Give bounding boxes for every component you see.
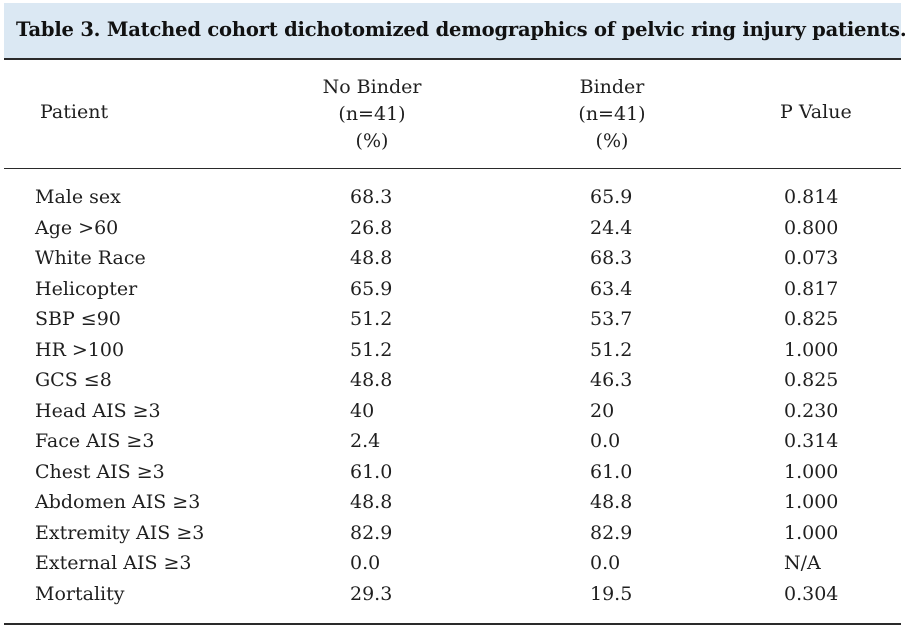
row-no-binder-value: 82.9 xyxy=(350,521,393,544)
row-no-binder-value: 68.3 xyxy=(350,186,393,208)
header-no-binder: No Binder (n=41) (%) xyxy=(282,74,462,155)
row-p-value: 0.314 xyxy=(784,430,839,452)
row-binder-value: 0.0 xyxy=(590,552,621,574)
row-label: GCS ≤8 xyxy=(35,369,112,391)
row-binder-value: 53.7 xyxy=(590,308,633,330)
table-row: HR >100 51.2 51.2 1.000 xyxy=(4,339,901,370)
row-binder-value: 65.9 xyxy=(590,186,633,208)
row-p-value: 0.814 xyxy=(784,186,839,208)
table-row: White Race 48.8 68.3 0.073 xyxy=(4,247,901,278)
header-p-value: P Value xyxy=(780,101,852,123)
row-binder-value: 48.8 xyxy=(590,491,633,513)
row-binder-value: 46.3 xyxy=(590,369,633,391)
row-binder-value: 0.0 xyxy=(590,430,621,452)
row-binder-value: 68.3 xyxy=(590,247,633,269)
row-label: Chest AIS ≥3 xyxy=(35,460,165,483)
row-p-value: 0.073 xyxy=(784,247,839,269)
row-label: Male sex xyxy=(35,186,121,208)
header-binder-line-2: (n=41) xyxy=(578,103,646,125)
row-p-value: 0.817 xyxy=(784,277,839,300)
row-binder-value: 82.9 xyxy=(590,521,633,544)
table-bottom-rule xyxy=(4,623,901,625)
row-binder-value: 51.2 xyxy=(590,338,633,361)
table-row: Abdomen AIS ≥3 48.8 48.8 1.000 xyxy=(4,491,901,522)
row-label: Extremity AIS ≥3 xyxy=(35,521,205,544)
table-title: Table 3. Matched cohort dichotomized dem… xyxy=(16,18,905,41)
row-no-binder-value: 2.4 xyxy=(350,430,381,452)
row-label: Mortality xyxy=(35,582,125,605)
table-row: GCS ≤8 48.8 46.3 0.825 xyxy=(4,369,901,400)
row-no-binder-value: 48.8 xyxy=(350,369,393,391)
row-p-value: 1.000 xyxy=(784,521,839,544)
row-label: Helicopter xyxy=(35,277,138,300)
header-binder-line-1: Binder xyxy=(579,76,645,98)
row-no-binder-value: 29.3 xyxy=(350,582,393,605)
row-no-binder-value: 48.8 xyxy=(350,247,393,269)
row-no-binder-value: 51.2 xyxy=(350,338,393,361)
demographics-table: Patient No Binder (n=41) (%) Binder (n=4… xyxy=(4,60,901,626)
table-row: Chest AIS ≥3 61.0 61.0 1.000 xyxy=(4,461,901,492)
row-binder-value: 61.0 xyxy=(590,460,633,483)
row-p-value: 0.230 xyxy=(784,399,839,422)
table-row: Face AIS ≥3 2.4 0.0 0.314 xyxy=(4,430,901,461)
header-no-binder-line-3: (%) xyxy=(355,130,389,152)
table-row: SBP ≤90 51.2 53.7 0.825 xyxy=(4,308,901,339)
table-caption-bar: Table 3. Matched cohort dichotomized dem… xyxy=(4,3,905,60)
row-label: External AIS ≥3 xyxy=(35,552,192,574)
row-label: Head AIS ≥3 xyxy=(35,399,161,422)
header-binder-line-3: (%) xyxy=(595,130,629,152)
row-no-binder-value: 61.0 xyxy=(350,460,393,483)
header-patient: Patient xyxy=(40,101,109,123)
row-p-value: 0.825 xyxy=(784,369,839,391)
table-row: Male sex 68.3 65.9 0.814 xyxy=(4,186,901,217)
table-row: Extremity AIS ≥3 82.9 82.9 1.000 xyxy=(4,522,901,553)
row-p-value: N/A xyxy=(784,552,821,574)
row-p-value: 0.800 xyxy=(784,216,839,239)
table-row: Age >60 26.8 24.4 0.800 xyxy=(4,217,901,248)
header-no-binder-line-1: No Binder xyxy=(322,76,422,98)
header-no-binder-line-2: (n=41) xyxy=(338,103,406,125)
row-label: White Race xyxy=(35,247,146,269)
row-no-binder-value: 65.9 xyxy=(350,277,393,300)
row-binder-value: 63.4 xyxy=(590,277,633,300)
row-label: Face AIS ≥3 xyxy=(35,430,155,452)
row-no-binder-value: 26.8 xyxy=(350,216,393,239)
row-label: HR >100 xyxy=(35,338,125,361)
row-binder-value: 20 xyxy=(590,399,615,422)
row-binder-value: 24.4 xyxy=(590,216,633,239)
row-no-binder-value: 51.2 xyxy=(350,308,393,330)
row-label: Abdomen AIS ≥3 xyxy=(35,491,201,513)
row-p-value: 1.000 xyxy=(784,338,839,361)
row-p-value: 1.000 xyxy=(784,460,839,483)
table-body: Male sex 68.3 65.9 0.814 Age >60 26.8 24.4 0.80… xyxy=(4,186,901,613)
table-row: External AIS ≥3 0.0 0.0 N/A xyxy=(4,552,901,583)
table-row: Head AIS ≥3 40 20 0.230 xyxy=(4,400,901,431)
table-header-row: Patient No Binder (n=41) (%) Binder (n=4… xyxy=(4,60,901,169)
row-label: SBP ≤90 xyxy=(35,308,121,330)
row-binder-value: 19.5 xyxy=(590,582,633,605)
row-label: Age >60 xyxy=(35,216,119,239)
row-no-binder-value: 48.8 xyxy=(350,491,393,513)
row-p-value: 1.000 xyxy=(784,491,839,513)
table-row: Mortality 29.3 19.5 0.304 xyxy=(4,583,901,614)
row-no-binder-value: 0.0 xyxy=(350,552,381,574)
row-no-binder-value: 40 xyxy=(350,399,375,422)
row-p-value: 0.304 xyxy=(784,582,839,605)
header-binder: Binder (n=41) (%) xyxy=(522,74,702,155)
row-p-value: 0.825 xyxy=(784,308,839,330)
table-row: Helicopter 65.9 63.4 0.817 xyxy=(4,278,901,309)
